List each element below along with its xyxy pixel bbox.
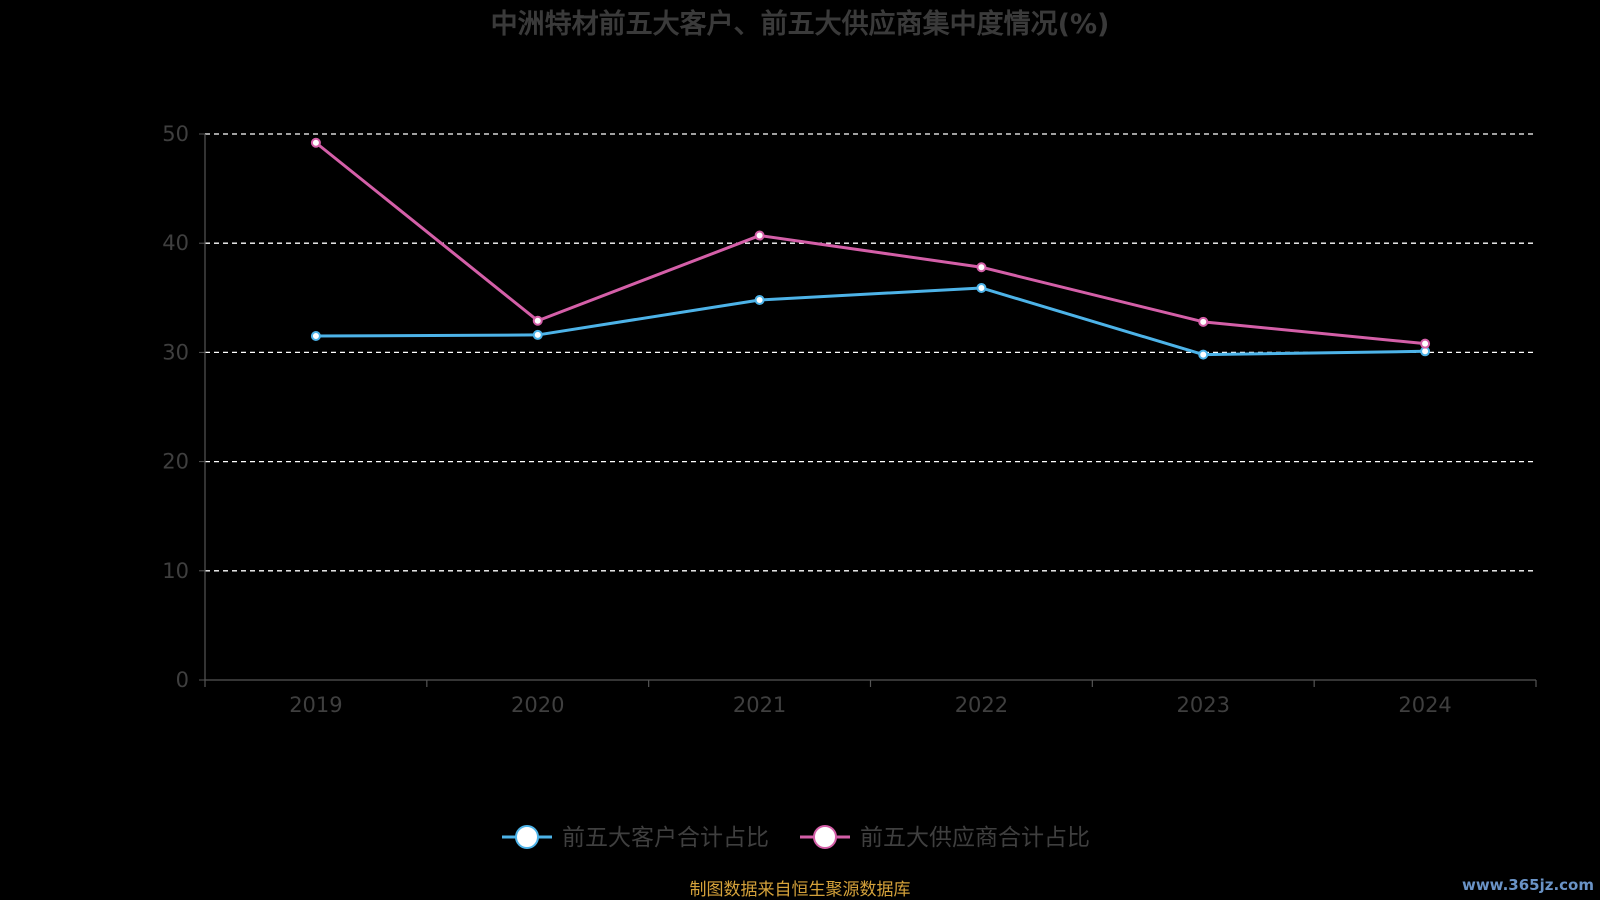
legend[interactable]: 前五大客户合计占比 前五大供应商合计占比: [502, 825, 1090, 851]
legend-label: 前五大客户合计占比: [562, 825, 769, 851]
y-tick-label: 10: [162, 559, 189, 583]
data-point[interactable]: [976, 282, 987, 293]
legend-marker: [515, 825, 539, 849]
watermark: www.365jz.com: [1462, 876, 1594, 894]
x-tick-label: 2023: [1177, 693, 1230, 717]
data-point[interactable]: [532, 329, 543, 340]
data-point[interactable]: [310, 137, 321, 148]
data-point[interactable]: [532, 315, 543, 326]
legend-marker: [813, 825, 837, 849]
data-point[interactable]: [976, 262, 987, 273]
x-tick-label: 2019: [289, 693, 342, 717]
data-point[interactable]: [1420, 338, 1431, 349]
y-tick-label: 20: [162, 450, 189, 474]
legend-item-1[interactable]: 前五大供应商合计占比: [800, 825, 1090, 851]
series-lines: [310, 137, 1431, 360]
series-line-1: [314, 141, 1426, 346]
y-tick-label: 50: [162, 122, 189, 146]
y-tick-label: 0: [176, 668, 189, 692]
y-tick-label: 30: [162, 340, 189, 364]
x-tick-label: 2020: [511, 693, 564, 717]
legend-item-0[interactable]: 前五大客户合计占比: [502, 825, 769, 851]
data-point[interactable]: [310, 331, 321, 342]
y-tick-label: 40: [162, 231, 189, 255]
data-point[interactable]: [754, 230, 765, 241]
x-tick-label: 2024: [1398, 693, 1451, 717]
data-point[interactable]: [754, 294, 765, 305]
legend-label: 前五大供应商合计占比: [860, 825, 1090, 851]
axes: 0 10 20 30 40 50 2019 2020 2021 2022 2023 2024: [162, 122, 1537, 717]
data-point[interactable]: [1198, 316, 1209, 327]
data-point[interactable]: [1198, 349, 1209, 360]
x-tick-label: 2022: [955, 693, 1008, 717]
series-line-0: [315, 286, 1426, 357]
data-source-note: 制图数据来自恒生聚源数据库: [690, 880, 911, 900]
x-tick-label: 2021: [733, 693, 786, 717]
chart-title: 中洲特材前五大客户、前五大供应商集中度情况(%): [491, 8, 1110, 40]
